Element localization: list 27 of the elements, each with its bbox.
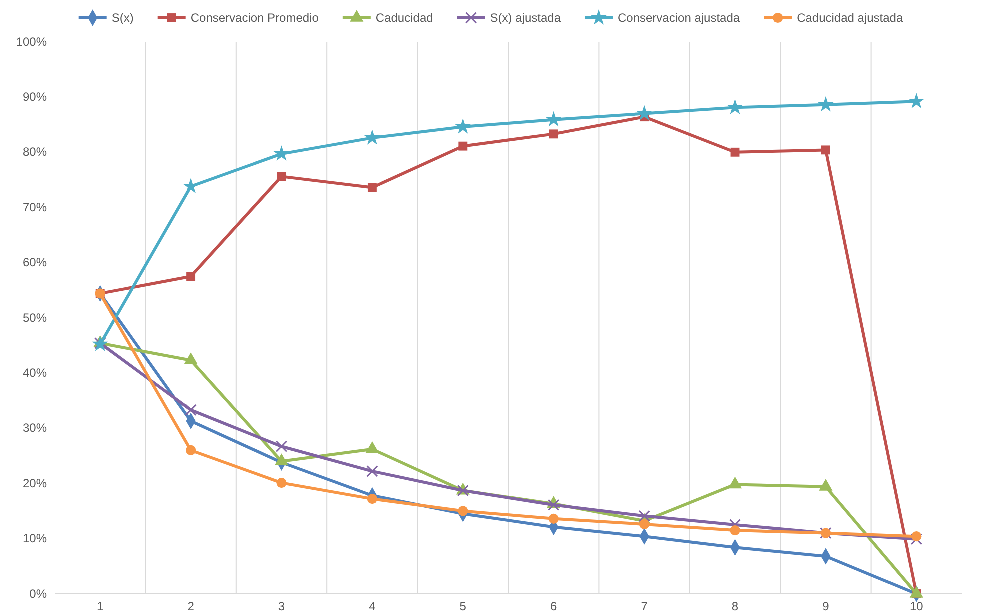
legend-label: S(x) [112, 11, 134, 25]
x-tick-label: 3 [278, 600, 286, 614]
legend-label: Caducidad ajustada [797, 11, 904, 25]
x-tick-label: 7 [641, 600, 648, 614]
y-tick-label: 60% [22, 256, 48, 270]
y-tick-label: 50% [22, 310, 48, 325]
y-tick-label: 40% [22, 366, 48, 380]
y-tick-label: 10% [22, 532, 48, 546]
legend-label: S(x) ajustada [490, 11, 562, 25]
y-tick-label: 90% [22, 90, 48, 104]
y-tick-label: 70% [22, 200, 48, 214]
x-tick-label: 9 [822, 600, 830, 614]
y-tick-label: 80% [22, 145, 48, 160]
y-tick-label: 0% [30, 586, 48, 601]
y-tick-label: 20% [22, 476, 48, 490]
x-tick-label: 2 [188, 600, 195, 614]
x-tick-label: 10 [910, 600, 924, 614]
x-tick-label: 4 [369, 600, 376, 614]
legend-label: Caducidad [376, 11, 434, 25]
x-tick-label: 6 [550, 600, 558, 614]
x-tick-label: 1 [97, 600, 104, 614]
legend-label: Conservacion Promedio [190, 11, 320, 25]
x-tick-label: 5 [460, 600, 467, 614]
y-tick-label: 100% [16, 34, 48, 49]
y-tick-label: 30% [22, 421, 48, 436]
x-tick-label: 8 [732, 600, 739, 614]
legend-label: Conservacion ajustada [618, 11, 740, 25]
